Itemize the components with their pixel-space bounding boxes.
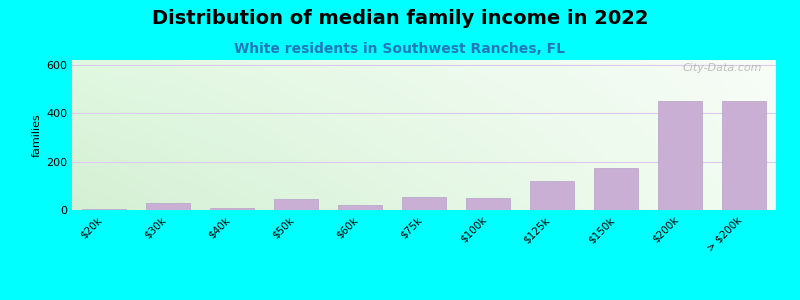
Bar [722, 101, 766, 210]
Bar [658, 101, 702, 210]
Bar [210, 208, 254, 210]
Bar [146, 203, 190, 210]
Text: City-Data.com: City-Data.com [682, 63, 762, 73]
Y-axis label: families: families [32, 113, 42, 157]
Bar [594, 168, 638, 210]
Text: White residents in Southwest Ranches, FL: White residents in Southwest Ranches, FL [234, 42, 566, 56]
Bar [402, 197, 446, 210]
Bar [82, 209, 126, 210]
Bar [274, 199, 318, 210]
Bar [338, 205, 382, 210]
Bar [466, 198, 510, 210]
Bar [530, 181, 574, 210]
Text: Distribution of median family income in 2022: Distribution of median family income in … [152, 9, 648, 28]
